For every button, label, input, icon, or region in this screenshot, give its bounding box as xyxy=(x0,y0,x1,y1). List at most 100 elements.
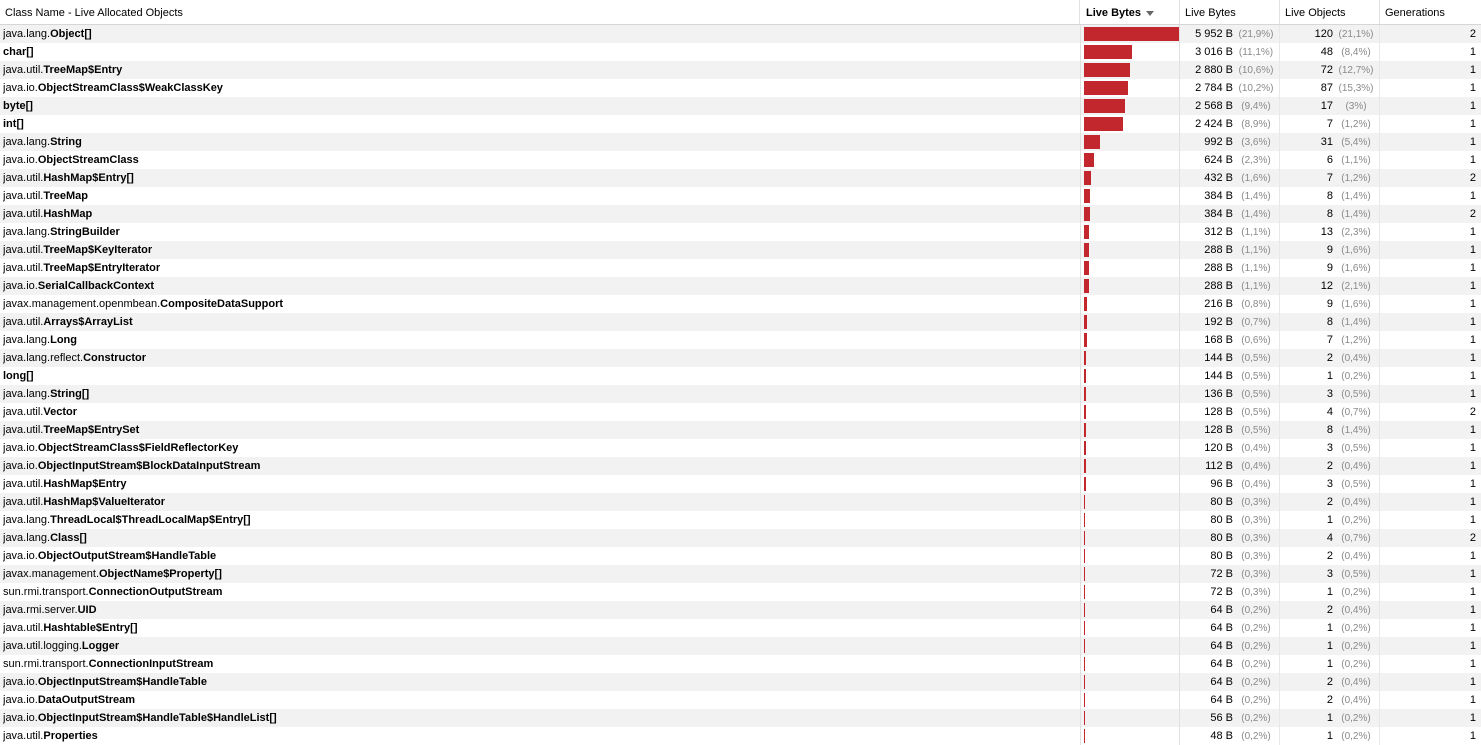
package-name: java.io. xyxy=(3,676,38,688)
table-row[interactable]: java.util.TreeMap$Entry 2 880 B (10,6%) 72 (… xyxy=(0,61,1481,79)
table-row[interactable]: sun.rmi.transport.ConnectionInputStream 6… xyxy=(0,655,1481,673)
table-row[interactable]: java.lang.String 992 B (3,6%) 31 (5,4%) 1 xyxy=(0,133,1481,151)
live-objects-cell: 17 (3%) xyxy=(1280,97,1380,115)
live-bytes-percent: (0,4%) xyxy=(1241,443,1271,454)
live-bytes-bar-cell xyxy=(1080,277,1180,295)
live-bytes-percent: (0,2%) xyxy=(1241,659,1271,670)
live-bytes-bar-cell xyxy=(1080,673,1180,691)
table-row[interactable]: java.lang.ThreadLocal$ThreadLocalMap$Ent… xyxy=(0,511,1481,529)
table-row[interactable]: java.util.Vector 128 B (0,5%) 4 (0,7%) 2 xyxy=(0,403,1481,421)
live-bytes-bar xyxy=(1084,513,1085,527)
live-objects-value: 12 xyxy=(1320,280,1333,292)
generations-value: 1 xyxy=(1469,64,1476,76)
live-bytes-cell: 64 B (0,2%) xyxy=(1180,637,1280,655)
live-objects-value: 31 xyxy=(1320,136,1333,148)
live-bytes-bar xyxy=(1084,99,1125,113)
class-name-cell: sun.rmi.transport.ConnectionOutputStream xyxy=(3,583,1077,601)
table-row[interactable]: java.io.SerialCallbackContext 288 B (1,1%)… xyxy=(0,277,1481,295)
table-row[interactable]: java.io.ObjectStreamClass 624 B (2,3%) 6 (1,… xyxy=(0,151,1481,169)
column-header-live-bytes[interactable]: Live Bytes xyxy=(1180,0,1280,24)
table-row[interactable]: java.io.ObjectStreamClass$FieldReflector… xyxy=(0,439,1481,457)
table-row[interactable]: java.io.DataOutputStream 64 B (0,2%) 2 (0,4%… xyxy=(0,691,1481,709)
table-row[interactable]: java.lang.StringBuilder 312 B (1,1%) 13 (2,3… xyxy=(0,223,1481,241)
table-row[interactable]: long[] 144 B (0,5%) 1 (0,2%) 1 xyxy=(0,367,1481,385)
live-objects-value: 7 xyxy=(1326,118,1333,130)
table-row[interactable]: java.util.TreeMap 384 B (1,4%) 8 (1,4%) 1 xyxy=(0,187,1481,205)
live-bytes-bar-cell xyxy=(1080,637,1180,655)
live-bytes-bar xyxy=(1084,603,1085,617)
table-row[interactable]: java.util.HashMap$ValueIterator 80 B (0,3%… xyxy=(0,493,1481,511)
generations-cell: 1 xyxy=(1380,709,1480,727)
live-bytes-bar-cell xyxy=(1080,133,1180,151)
table-row[interactable]: byte[] 2 568 B (9,4%) 17 (3%) 1 xyxy=(0,97,1481,115)
live-objects-cell: 2 (0,4%) xyxy=(1280,673,1380,691)
column-header-class-name[interactable]: Class Name - Live Allocated Objects xyxy=(0,0,1080,24)
column-header-live-objects[interactable]: Live Objects xyxy=(1280,0,1380,24)
package-name: java.io. xyxy=(3,82,38,94)
table-row[interactable]: java.io.ObjectInputStream$BlockDataInput… xyxy=(0,457,1481,475)
table-row[interactable]: java.util.TreeMap$EntryIterator 288 B (1,1… xyxy=(0,259,1481,277)
table-row[interactable]: java.io.ObjectInputStream$HandleTable$Ha… xyxy=(0,709,1481,727)
table-row[interactable]: java.io.ObjectInputStream$HandleTable 64 … xyxy=(0,673,1481,691)
package-name: java.util. xyxy=(3,172,44,184)
table-row[interactable]: java.util.TreeMap$EntrySet 128 B (0,5%) 8 (1… xyxy=(0,421,1481,439)
generations-cell: 2 xyxy=(1380,205,1480,223)
live-bytes-percent: (0,2%) xyxy=(1241,623,1271,634)
column-header-live-bytes-bar[interactable]: Live Bytes xyxy=(1080,0,1180,24)
table-row[interactable]: java.lang.Object[] 5 952 B (21,9%) 120 (21,1… xyxy=(0,25,1481,43)
live-objects-value: 3 xyxy=(1326,442,1333,454)
class-name: ConnectionOutputStream xyxy=(88,586,223,598)
table-row[interactable]: java.util.Arrays$ArrayList 192 B (0,7%) 8 (1… xyxy=(0,313,1481,331)
class-name: DataOutputStream xyxy=(37,694,136,706)
table-row[interactable]: int[] 2 424 B (8,9%) 7 (1,2%) 1 xyxy=(0,115,1481,133)
live-objects-cell: 9 (1,6%) xyxy=(1280,241,1380,259)
table-row[interactable]: char[] 3 016 B (11,1%) 48 (8,4%) 1 xyxy=(0,43,1481,61)
table-row[interactable]: java.util.HashMap$Entry 96 B (0,4%) 3 (0,5%)… xyxy=(0,475,1481,493)
class-name-cell: java.io.ObjectInputStream$HandleTable xyxy=(3,673,1077,691)
table-row[interactable]: sun.rmi.transport.ConnectionOutputStream… xyxy=(0,583,1481,601)
class-name: TreeMap$Entry xyxy=(43,64,123,76)
generations-cell: 1 xyxy=(1380,223,1480,241)
generations-value: 1 xyxy=(1469,550,1476,562)
table-row[interactable]: java.rmi.server.UID 64 B (0,2%) 2 (0,4%) 1 xyxy=(0,601,1481,619)
table-row[interactable]: java.io.ObjectOutputStream$HandleTable 80… xyxy=(0,547,1481,565)
live-bytes-bar-cell xyxy=(1080,61,1180,79)
table-row[interactable]: javax.management.openmbean.CompositeData… xyxy=(0,295,1481,313)
generations-cell: 2 xyxy=(1380,25,1480,43)
live-bytes-cell: 80 B (0,3%) xyxy=(1180,493,1280,511)
table-row[interactable]: java.util.logging.Logger 64 B (0,2%) 1 (0,2%… xyxy=(0,637,1481,655)
live-objects-percent: (1,2%) xyxy=(1341,335,1371,346)
table-row[interactable]: java.lang.String[] 136 B (0,5%) 3 (0,5%) 1 xyxy=(0,385,1481,403)
live-bytes-percent: (1,4%) xyxy=(1241,209,1271,220)
package-name: java.lang. xyxy=(3,334,51,346)
table-row[interactable]: java.io.ObjectStreamClass$WeakClassKey 2 … xyxy=(0,79,1481,97)
table-row[interactable]: java.lang.Class[] 80 B (0,3%) 4 (0,7%) 2 xyxy=(0,529,1481,547)
table-row[interactable]: java.lang.reflect.Constructor 144 B (0,5%)… xyxy=(0,349,1481,367)
package-name: java.io. xyxy=(3,442,38,454)
live-bytes-value: 3 016 B xyxy=(1195,46,1233,58)
live-objects-value: 2 xyxy=(1326,550,1333,562)
live-objects-cell: 6 (1,1%) xyxy=(1280,151,1380,169)
generations-cell: 1 xyxy=(1380,655,1480,673)
live-objects-cell: 1 (0,2%) xyxy=(1280,511,1380,529)
column-header-generations[interactable]: Generations xyxy=(1380,0,1481,24)
live-objects-percent: (3%) xyxy=(1345,101,1367,112)
generations-value: 1 xyxy=(1469,154,1476,166)
live-bytes-bar-cell xyxy=(1080,367,1180,385)
live-objects-cell: 1 (0,2%) xyxy=(1280,619,1380,637)
table-row[interactable]: java.util.HashMap$Entry[] 432 B (1,6%) 7 (1,… xyxy=(0,169,1481,187)
package-name: java.util. xyxy=(3,730,44,742)
live-bytes-value: 192 B xyxy=(1204,316,1233,328)
table-row[interactable]: java.util.TreeMap$KeyIterator 288 B (1,1%)… xyxy=(0,241,1481,259)
table-row[interactable]: java.util.Hashtable$Entry[] 64 B (0,2%) 1 (0… xyxy=(0,619,1481,637)
live-objects-value: 4 xyxy=(1326,406,1333,418)
class-name-cell: java.io.DataOutputStream xyxy=(3,691,1077,709)
live-bytes-cell: 64 B (0,2%) xyxy=(1180,673,1280,691)
class-name-cell: java.util.HashMap xyxy=(3,205,1077,223)
table-row[interactable]: java.util.Properties 48 B (0,2%) 1 (0,2%) 1 xyxy=(0,727,1481,745)
live-objects-cell: 87 (15,3%) xyxy=(1280,79,1380,97)
class-name: Vector xyxy=(43,406,77,418)
table-row[interactable]: javax.management.ObjectName$Property[] 72… xyxy=(0,565,1481,583)
table-row[interactable]: java.util.HashMap 384 B (1,4%) 8 (1,4%) 2 xyxy=(0,205,1481,223)
table-row[interactable]: java.lang.Long 168 B (0,6%) 7 (1,2%) 1 xyxy=(0,331,1481,349)
